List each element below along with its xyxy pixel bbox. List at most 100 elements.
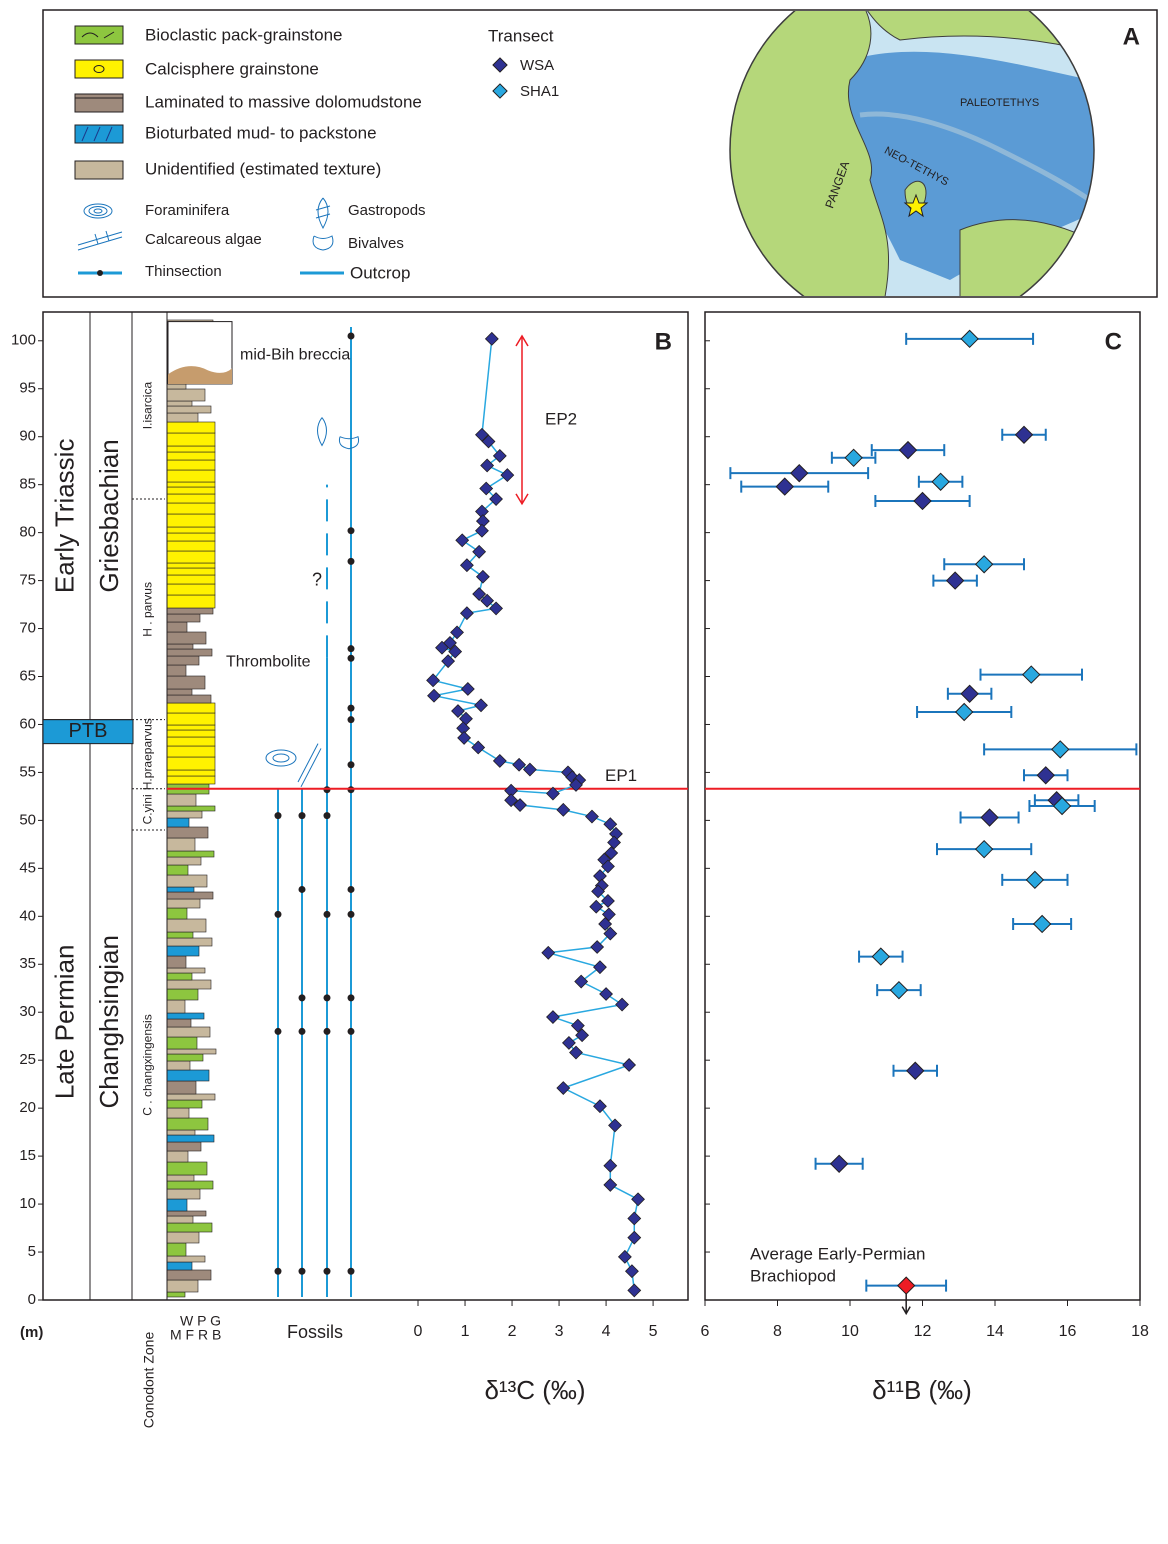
x-tick-label: 12 [914,1323,932,1340]
lithology-bed [167,1280,198,1292]
x-tick-label: 16 [1059,1323,1077,1340]
d11b-point [1034,915,1051,932]
lithology-bed [167,389,205,401]
d13c-point [493,450,506,463]
x-tick-label: 8 [773,1323,782,1340]
d13c-point [458,732,471,745]
d11b-point [1052,741,1069,758]
d13c-point [586,810,599,823]
d13c-point [600,988,613,1001]
y-tick-label: 0 [28,1291,36,1308]
legend: Bioclastic pack-grainstone Calcisphere g… [75,25,559,282]
legend-text[interactable]: WSA [520,57,554,74]
d11b-point [976,841,993,858]
thinsection [348,761,355,768]
annotation: EP1 [605,766,637,785]
lithology-bed [167,433,215,446]
thinsection [275,1268,282,1275]
legend-text: Bioclastic pack-grainstone [145,25,342,44]
d11b-point [1016,426,1033,443]
thinsection [348,332,355,339]
d13c-point [626,1265,639,1278]
y-tick-label: 15 [19,1147,36,1164]
thinsection [299,994,306,1001]
lithology-bed [167,1151,188,1162]
lithology-bed [167,551,215,563]
bivalve-icon [339,437,358,449]
d13c-point [628,1231,641,1244]
thinsection [348,716,355,723]
lithology-bed [167,541,215,551]
d11b-point [1037,767,1054,784]
lithology-bed [167,827,208,838]
lithology-bed [167,676,205,689]
d13c-point [481,459,494,472]
d11b-point [1026,871,1043,888]
thinsection [324,1028,331,1035]
lithology-bed [167,494,215,503]
d13c-point [477,570,490,583]
fossils-label: Fossils [287,1322,343,1342]
lithology-bed [167,1094,215,1100]
d11b-point [976,556,993,573]
y-axis-title: (m) [20,1324,43,1341]
thinsection [348,886,355,893]
legend-text: Bivalves [348,235,404,252]
lithology-bed [167,622,187,632]
lithology-bed [167,980,211,989]
d13c-point [485,332,498,345]
y-tick-label: 25 [19,1051,36,1068]
lithology-bed [167,737,215,746]
legend-text: Thinsection [145,263,222,280]
lithology-bed [167,460,215,470]
lithology-bed [167,1292,185,1297]
y-tick-label: 90 [19,428,36,445]
y-tick-label: 70 [19,620,36,637]
d11b-point [776,478,793,495]
epoch-label: Early Triassic [49,439,79,594]
lithology-bed [167,1135,214,1142]
d13c-point [563,1037,576,1050]
gastropod-icon [318,418,327,446]
legend-text: Calcisphere grainstone [145,59,319,78]
d11b-point [961,685,978,702]
lithology-bed [167,899,200,908]
page: {"panel_a":{"label":"A","legend":["Biocl… [0,0,1168,1539]
d13c-point [501,469,514,482]
lithology-bed [167,527,215,533]
d13c-point [547,1011,560,1024]
y-tick-label: 10 [19,1195,36,1212]
d11b-point [791,465,808,482]
annotation: EP2 [545,409,577,428]
y-tick-label: 5 [28,1243,36,1260]
thinsection [348,705,355,712]
lithology-bed [167,533,215,541]
lithology-bed [167,973,192,980]
lithology-bed [167,946,199,956]
lithology-bed [167,413,198,422]
lithology-bed [167,644,193,649]
lithology-bed [167,818,189,827]
lithology-bed [167,746,215,757]
lithology-bed [167,584,215,595]
thinsection [348,1028,355,1035]
lithology-bed [167,689,192,695]
panel-label: A [1123,23,1140,50]
thinsection [348,994,355,1001]
lithology-bed [167,1054,203,1061]
lithology-bed [167,1216,193,1223]
zone-label: I.isarcica [141,382,155,430]
y-tick-label: 40 [19,907,36,924]
d13c-point [476,524,489,537]
d13c-point [451,626,464,639]
thinsection [348,645,355,652]
legend-text[interactable]: SHA1 [520,83,559,100]
lithology-bed [167,811,202,818]
d13c-point [557,1082,570,1095]
d11b-point [956,704,973,721]
thinsection [348,1268,355,1275]
lithology-bed [167,713,215,725]
y-tick-label: 60 [19,715,36,732]
d13c-point [427,674,440,687]
x-tick-label: 10 [841,1323,859,1340]
